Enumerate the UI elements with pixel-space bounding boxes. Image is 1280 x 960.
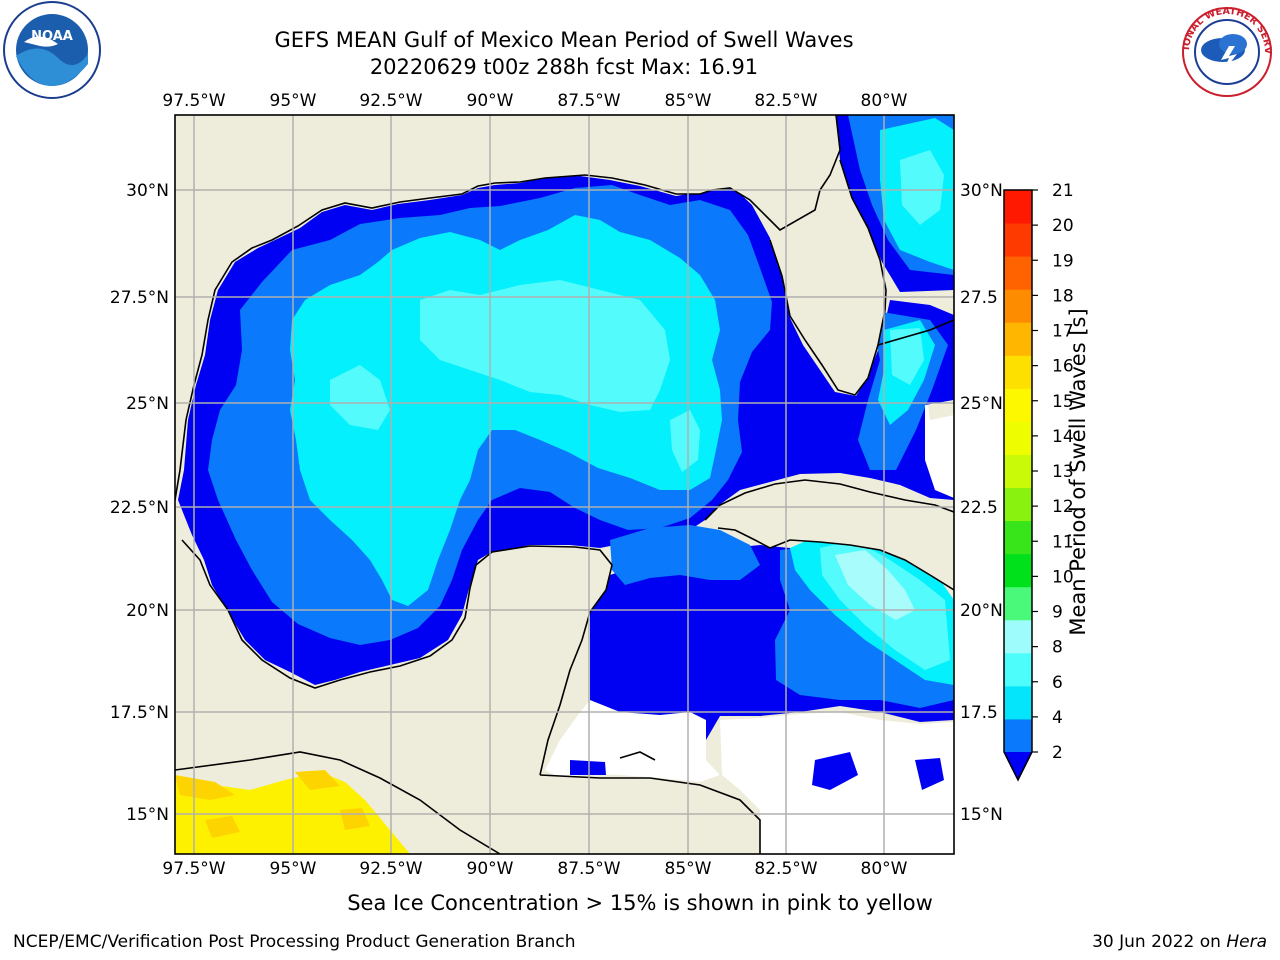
colorbar-band: [1004, 289, 1032, 323]
footer-host: Hera: [1226, 932, 1267, 952]
lat-label-right: 20°N: [960, 601, 1003, 621]
colorbar-band: [1004, 520, 1032, 555]
colorbar-tick-label: 19: [1052, 251, 1074, 271]
colorbar-tick-label: 6: [1052, 673, 1063, 693]
lon-label-bottom: 97.5°W: [162, 859, 225, 879]
colorbar-tick-label: 16: [1052, 357, 1074, 377]
colorbar-outline: [1003, 189, 1033, 782]
colorbar-band: [1004, 388, 1032, 422]
gulf-level-8-9: [420, 280, 670, 412]
colorbar-band: [1004, 487, 1032, 522]
colorbar-tick-label: 13: [1052, 462, 1074, 482]
colorbar-band: [1004, 256, 1032, 290]
lat-label-right: 17.5: [960, 703, 998, 723]
lon-label-top: 97.5°W: [162, 91, 225, 111]
colorbar: [1003, 189, 1033, 782]
footer-date: 30 Jun 2022 on Hera: [1092, 932, 1267, 952]
ice-orange: [175, 775, 235, 800]
colorbar-tick-label: 15: [1052, 392, 1074, 412]
coastlines: [175, 115, 954, 854]
lon-label-top: 82.5°W: [754, 91, 817, 111]
colorbar-ticks: 2 4 6 8 9 10 11 12 13 14 15 16 17 18 19 20 21: [1032, 181, 1074, 763]
lat-label-right: 27.5: [960, 288, 998, 308]
chart-subtitle: 20220629 t00z 288h fcst Max: 16.91: [369, 55, 759, 79]
lon-label-top: 92.5°W: [359, 91, 422, 111]
land-us: [175, 115, 840, 500]
colorbar-band: [1004, 421, 1032, 455]
footer-date-text: 30 Jun 2022 on: [1092, 932, 1221, 952]
lat-label-left: 30°N: [126, 181, 169, 201]
colorbar-tick-label: 17: [1052, 322, 1074, 342]
lon-label-top: 85°W: [665, 91, 712, 111]
sea-ice-note: Sea Ice Concentration > 15% is shown in …: [347, 891, 933, 915]
lat-label-right: 25°N: [960, 394, 1003, 414]
lat-label-left: 17.5°N: [110, 703, 169, 723]
lon-label-top: 80°W: [861, 91, 908, 111]
level-9-10: [835, 550, 915, 620]
colorbar-band: [1004, 652, 1032, 687]
land-mexico: [175, 500, 612, 775]
noaa-logo-text: NOAA: [31, 29, 73, 44]
lon-label-bottom: 90°W: [467, 859, 514, 879]
lat-label-right: 22.5: [960, 498, 998, 518]
colorbar-tick-label: 12: [1052, 497, 1074, 517]
colorbar-band: [1004, 322, 1032, 356]
colorbar-tick-label: 14: [1052, 427, 1074, 447]
chart-title: GEFS MEAN Gulf of Mexico Mean Period of …: [274, 28, 854, 52]
land-florida: [770, 115, 886, 395]
lon-label-bottom: 92.5°W: [359, 859, 422, 879]
lat-label-left: 15°N: [126, 805, 169, 825]
lon-label-bottom: 95°W: [270, 859, 317, 879]
colorbar-tick-label: 4: [1052, 708, 1063, 728]
colorbar-band: [1004, 355, 1032, 389]
footer-credit: NCEP/EMC/Verification Post Processing Pr…: [13, 932, 576, 952]
lat-label-left: 20°N: [126, 601, 169, 621]
colorbar-band: [1004, 586, 1032, 621]
lat-label-left: 22.5°N: [110, 498, 169, 518]
colorbar-tick-label: 8: [1052, 638, 1063, 658]
colorbar-band: [1004, 553, 1032, 588]
nws-logo: NATIONAL WEATHER SERVICE: [1175, 0, 1275, 100]
lon-label-bottom: 82.5°W: [754, 859, 817, 879]
lon-label-bottom: 80°W: [861, 859, 908, 879]
colorbar-band: [1004, 619, 1032, 654]
lon-label-bottom: 85°W: [665, 859, 712, 879]
colorbar-extend-arrow: [1004, 752, 1032, 780]
map-frame: [174, 114, 955, 855]
lon-label-top: 95°W: [270, 91, 317, 111]
lat-label-right: 30°N: [960, 181, 1003, 201]
lon-label-bottom: 87.5°W: [557, 859, 620, 879]
colorbar-tick-label: 18: [1052, 286, 1074, 306]
colorbar-tick-label: 21: [1052, 181, 1074, 201]
colorbar-band: [1004, 223, 1032, 257]
lat-label-right: 15°N: [960, 805, 1003, 825]
lon-label-top: 87.5°W: [557, 91, 620, 111]
map-plot-area: [175, 115, 954, 854]
colorbar-band: [1004, 685, 1032, 720]
colorbar-band: [1004, 718, 1032, 753]
lon-label-top: 90°W: [467, 91, 514, 111]
graticule: [175, 115, 954, 854]
lat-label-left: 25°N: [126, 394, 169, 414]
colorbar-tick-label: 10: [1052, 567, 1074, 587]
colorbar-band: [1004, 454, 1032, 489]
noaa-logo: NOAA: [3, 1, 101, 99]
colorbar-tick-label: 9: [1052, 603, 1063, 623]
colorbar-label: Mean Period of Swell Waves [s]: [1066, 308, 1090, 636]
colorbar-band: [1004, 190, 1032, 224]
lat-label-left: 27.5°N: [110, 288, 169, 308]
colorbar-tick-label: 20: [1052, 216, 1074, 236]
colorbar-tick-label: 2: [1052, 743, 1063, 763]
colorbar-tick-label: 11: [1052, 532, 1074, 552]
